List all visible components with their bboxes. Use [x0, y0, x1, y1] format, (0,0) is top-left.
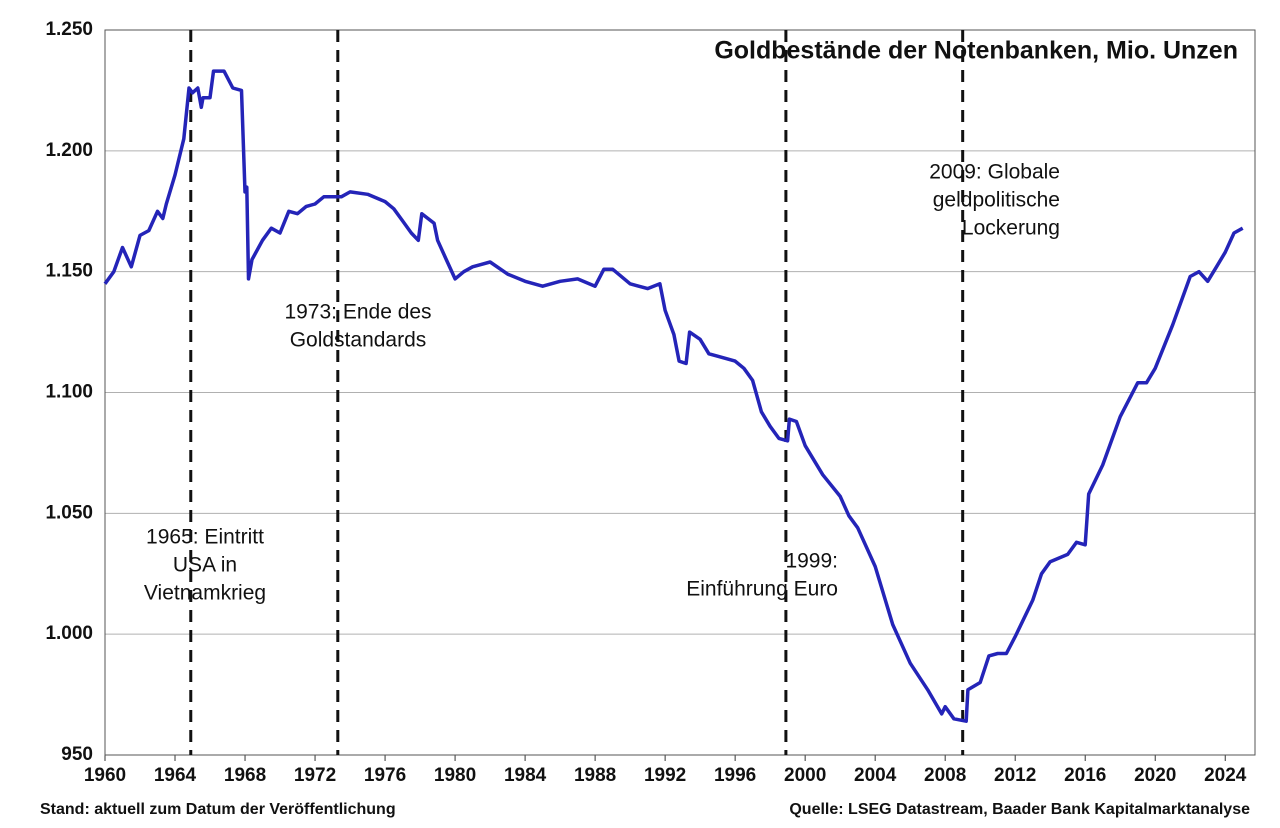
annotation: 1965: Eintritt: [146, 526, 264, 549]
y-tick-label: 1.150: [45, 261, 93, 282]
y-tick-label: 1.250: [45, 19, 93, 40]
x-tick-label: 2000: [784, 765, 826, 786]
x-tick-label: 2016: [1064, 765, 1106, 786]
chart-title: Goldbestände der Notenbanken, Mio. Unzen: [714, 37, 1238, 65]
x-tick-label: 1988: [574, 765, 616, 786]
annotation: 1999:: [785, 550, 838, 573]
x-tick-label: 1976: [364, 765, 406, 786]
x-tick-label: 1984: [504, 765, 547, 786]
annotation: Vietnamkrieg: [144, 582, 266, 605]
x-tick-label: 2024: [1204, 765, 1247, 786]
x-tick-label: 1960: [84, 765, 126, 786]
y-tick-label: 1.100: [45, 382, 93, 403]
y-tick-label: 950: [61, 744, 93, 765]
x-tick-label: 1992: [644, 765, 686, 786]
x-tick-label: 2020: [1134, 765, 1176, 786]
footer-right: Quelle: LSEG Datastream, Baader Bank Kap…: [789, 801, 1250, 818]
annotation: 1973: Ende des: [284, 301, 431, 324]
annotation: Lockerung: [962, 217, 1060, 240]
x-tick-label: 1964: [154, 765, 197, 786]
y-tick-label: 1.050: [45, 502, 93, 523]
x-tick-label: 2008: [924, 765, 966, 786]
y-tick-label: 1.200: [45, 140, 93, 161]
annotation: USA in: [173, 554, 237, 577]
x-tick-label: 1972: [294, 765, 336, 786]
annotation: Einführung Euro: [686, 578, 838, 601]
footer-left: Stand: aktuell zum Datum der Veröffentli…: [40, 801, 396, 818]
y-tick-label: 1.000: [45, 623, 93, 644]
annotation: Goldstandards: [290, 329, 427, 352]
plot-frame: [104, 29, 1256, 756]
x-tick-label: 1968: [224, 765, 266, 786]
annotation: 2009: Globale: [929, 161, 1060, 184]
x-tick-label: 1980: [434, 765, 476, 786]
x-tick-label: 2012: [994, 765, 1036, 786]
x-tick-label: 1996: [714, 765, 756, 786]
series-line: [103, 69, 1244, 723]
annotation: geldpolitische: [933, 189, 1060, 212]
x-tick-label: 2004: [854, 765, 897, 786]
